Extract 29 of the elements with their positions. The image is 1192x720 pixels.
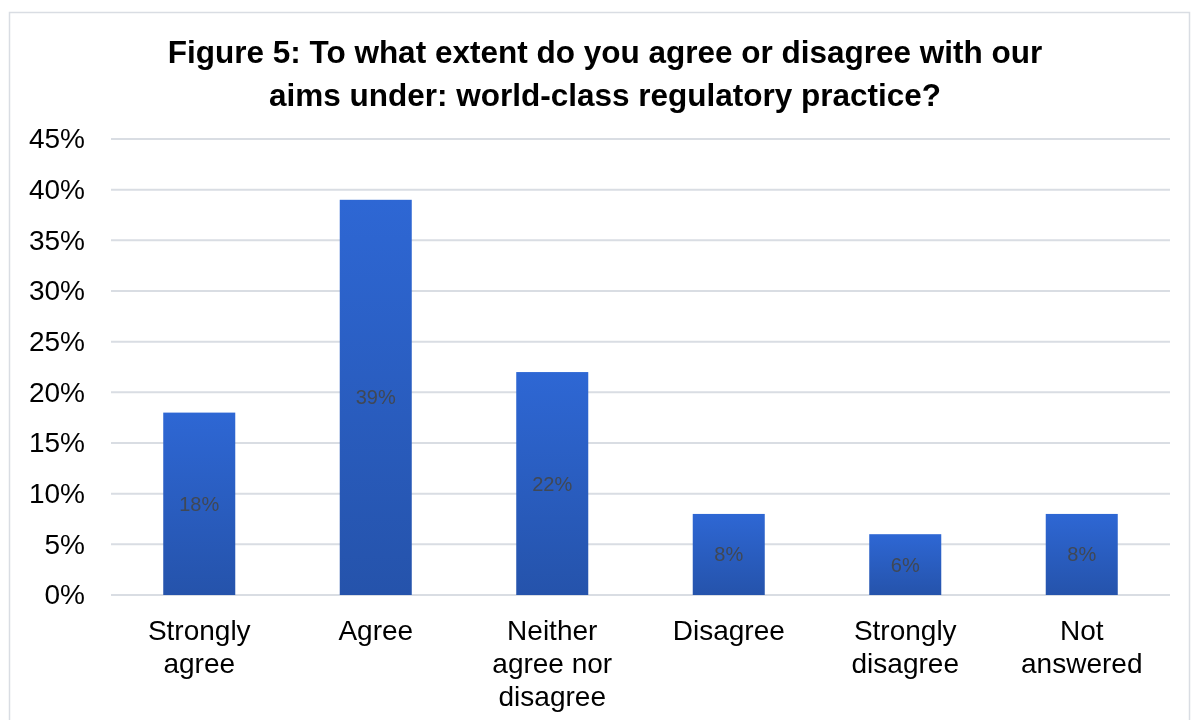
x-tick-label: Disagree	[672, 615, 785, 646]
bar	[163, 412, 236, 595]
y-tick-label: 30%	[28, 275, 85, 307]
data-label: 39%	[355, 386, 396, 409]
y-tick-label: 25%	[28, 326, 85, 358]
bar	[516, 372, 589, 595]
y-tick-label: 20%	[28, 376, 85, 408]
y-tick-label: 40%	[28, 174, 85, 206]
y-tick-label: 45%	[28, 123, 85, 155]
bar	[692, 513, 765, 595]
data-label: 18%	[179, 492, 220, 515]
x-tick-label: Neither agree nor disagree	[492, 615, 613, 712]
x-tick-label: Agree	[338, 615, 414, 646]
y-tick-label: 5%	[44, 528, 85, 560]
bar	[869, 534, 942, 595]
data-label: 6%	[890, 553, 920, 576]
x-tick-label: Not answered	[1021, 615, 1143, 679]
y-tick-label: 10%	[28, 478, 85, 510]
x-tick-label: Strongly agree	[147, 615, 251, 679]
data-label: 8%	[714, 543, 744, 566]
data-label: 8%	[1067, 543, 1097, 566]
y-tick-label: 15%	[28, 427, 85, 459]
data-label: 22%	[532, 472, 573, 495]
bar	[1045, 513, 1118, 595]
y-tick-label: 0%	[44, 579, 85, 611]
bar	[339, 199, 412, 595]
x-tick-label: Strongly disagree	[851, 615, 959, 679]
chart-title: Figure 5: To what extent do you agree or disagree with our aims under: world-class regulatory practice?	[167, 34, 1043, 113]
y-tick-label: 35%	[28, 224, 85, 256]
